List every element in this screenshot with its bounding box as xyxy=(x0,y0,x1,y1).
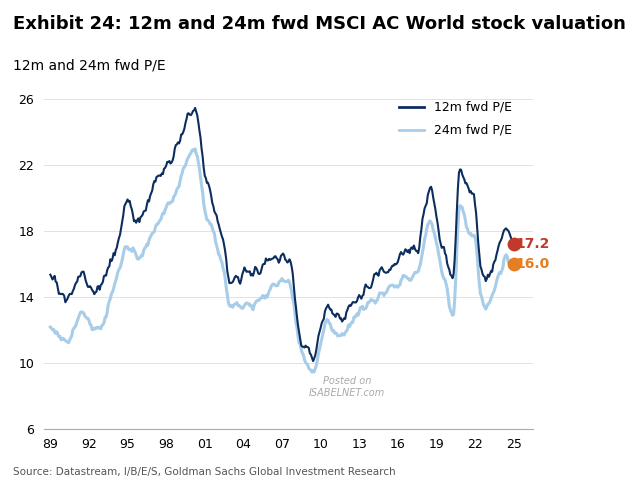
Text: 12m and 24m fwd P/E: 12m and 24m fwd P/E xyxy=(13,58,165,73)
Text: Posted on
ISABELNET.com: Posted on ISABELNET.com xyxy=(309,376,385,398)
Point xyxy=(508,240,519,248)
Text: Source: Datastream, I/B/E/S, Goldman Sachs Global Investment Research: Source: Datastream, I/B/E/S, Goldman Sac… xyxy=(13,467,395,477)
Text: Exhibit 24: 12m and 24m fwd MSCI AC World stock valuation: Exhibit 24: 12m and 24m fwd MSCI AC Worl… xyxy=(13,15,625,33)
Point xyxy=(508,260,519,268)
Text: 16.0: 16.0 xyxy=(515,257,550,271)
Text: 17.2: 17.2 xyxy=(515,237,550,251)
Legend: 12m fwd P/E, 24m fwd P/E: 12m fwd P/E, 24m fwd P/E xyxy=(394,96,517,142)
